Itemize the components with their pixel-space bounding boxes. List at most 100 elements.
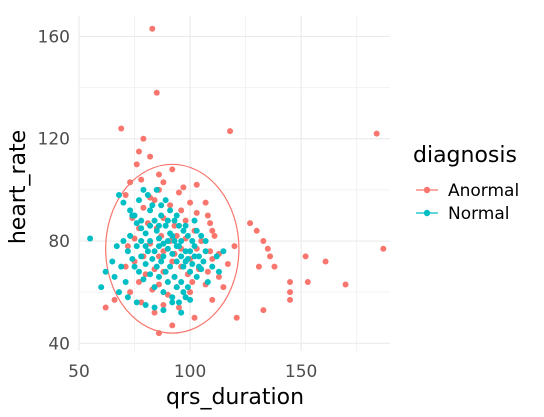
point-anormal [187,289,194,296]
point-normal [195,263,202,270]
point-normal [160,240,167,247]
point-normal [182,258,189,265]
legend-key-point [423,186,431,194]
point-anormal [253,227,260,234]
point-normal [155,222,162,229]
point-normal [189,261,196,268]
point-normal [191,243,198,250]
point-anormal [133,161,140,168]
point-anormal [260,238,267,245]
point-normal [131,263,138,270]
grid-major-lines [78,16,390,351]
point-anormal [138,299,145,306]
y-tick-label: 160 [38,27,70,47]
point-anormal [160,301,167,308]
point-normal [191,217,198,224]
point-normal [215,268,222,275]
x-tick-label: 50 [68,362,90,382]
point-normal [122,278,129,285]
point-anormal [149,25,156,32]
point-anormal [231,243,238,250]
point-normal [164,245,171,252]
point-anormal [147,153,154,160]
point-normal [171,217,178,224]
point-normal [178,238,185,245]
y-tick-label: 40 [48,334,70,354]
point-normal [155,273,162,280]
point-normal [133,299,140,306]
x-tick-label: 100 [174,362,206,382]
point-normal [169,250,176,257]
point-normal [187,268,194,275]
point-normal [111,273,118,280]
point-anormal [224,261,231,268]
point-normal [178,278,185,285]
point-normal [151,284,158,291]
y-axis-title: heart_rate [6,130,31,244]
point-anormal [140,135,147,142]
point-anormal [160,248,167,255]
point-normal [147,238,154,245]
point-normal [135,197,142,204]
point-anormal [267,253,274,260]
point-anormal [191,314,198,321]
point-anormal [155,330,162,337]
point-normal [178,253,185,260]
point-normal [102,268,109,275]
point-anormal [122,263,129,270]
point-normal [180,263,187,270]
point-normal [195,253,202,260]
point-normal [200,258,207,265]
grid-minor-lines [79,16,390,351]
point-anormal [215,273,222,280]
y-tick-label: 80 [48,232,70,252]
legend-key-point [423,209,431,217]
point-anormal [233,314,240,321]
point-normal [144,192,151,199]
point-anormal [322,258,329,265]
point-normal [138,217,145,224]
point-normal [184,284,191,291]
point-normal [171,273,178,280]
point-anormal [135,278,142,285]
point-normal [193,227,200,234]
point-anormal [287,296,294,303]
point-normal [162,197,169,204]
point-normal [167,207,174,214]
point-normal [158,258,165,265]
point-anormal [304,278,311,285]
ellipse-anormal [105,163,240,334]
point-anormal [138,176,145,183]
point-anormal [155,281,162,288]
point-anormal [271,263,278,270]
point-normal [213,253,220,260]
point-normal [184,232,191,239]
point-anormal [164,291,171,298]
point-anormal [260,307,267,314]
point-normal [220,248,227,255]
point-anormal [373,130,380,137]
point-normal [87,235,94,242]
point-anormal [160,179,167,186]
point-anormal [151,197,158,204]
point-normal [149,202,156,209]
point-normal [158,212,165,219]
point-normal [147,207,154,214]
point-anormal [171,222,178,229]
point-anormal [287,289,294,296]
point-normal [115,192,122,199]
point-anormal [127,179,134,186]
point-normal [175,299,182,306]
point-normal [160,307,167,314]
point-normal [153,263,160,270]
point-normal [151,304,158,311]
point-anormal [187,199,194,206]
point-anormal [135,148,142,155]
point-anormal [209,227,216,234]
point-normal [147,222,154,229]
point-anormal [111,296,118,303]
point-normal [180,289,187,296]
point-normal [182,294,189,301]
point-anormal [255,263,262,270]
